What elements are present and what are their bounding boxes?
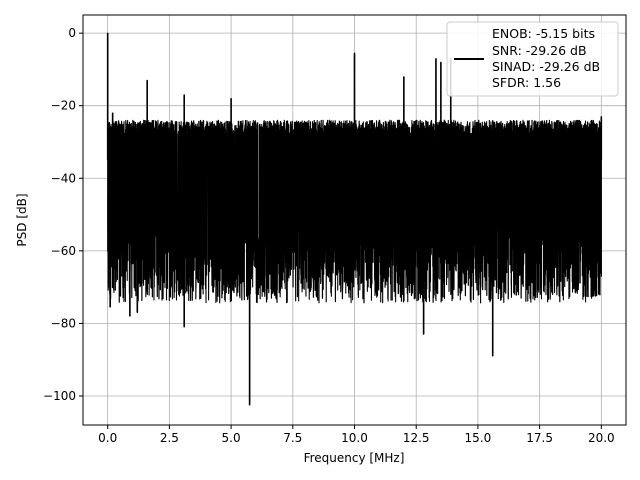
x-tick-label: 12.5 bbox=[403, 431, 430, 445]
x-tick-label: 10.0 bbox=[341, 431, 368, 445]
x-axis-label: Frequency [MHz] bbox=[304, 451, 405, 465]
y-tick-label: −80 bbox=[51, 316, 76, 330]
legend-entry-sfdr: SFDR: 1.56 bbox=[492, 75, 561, 90]
y-axis-label: PSD [dB] bbox=[15, 193, 29, 246]
x-tick-label: 20.0 bbox=[588, 431, 615, 445]
x-tick-label: 5.0 bbox=[222, 431, 241, 445]
psd-line bbox=[107, 32, 602, 406]
legend-box bbox=[446, 21, 619, 97]
y-tick-label: −40 bbox=[51, 171, 76, 185]
legend-entry-sinad: SINAD: -29.26 dB bbox=[492, 59, 600, 74]
x-tick-label: 17.5 bbox=[526, 431, 553, 445]
x-tick-label: 2.5 bbox=[160, 431, 179, 445]
legend-entry-snr: SNR: -29.26 dB bbox=[492, 43, 587, 58]
y-tick-label: −20 bbox=[51, 99, 76, 113]
x-tick-label: 7.5 bbox=[283, 431, 302, 445]
psd-series bbox=[106, 32, 603, 406]
y-tick-label: −60 bbox=[51, 244, 76, 258]
x-tick-label: 0.0 bbox=[98, 431, 117, 445]
y-tick-label: 0 bbox=[68, 26, 76, 40]
x-tick-label: 15.0 bbox=[465, 431, 492, 445]
axis-ticks: 0.0 2.5 5.0 7.5 10.0 12.5 15.0 17.5 20.0 0 −20 −40 −… bbox=[43, 26, 615, 445]
legend: ENOB: -5.15 bits SNR: -29.26 dB SINAD: -… bbox=[446, 21, 619, 97]
legend-entry-enob: ENOB: -5.15 bits bbox=[492, 26, 595, 41]
y-tick-label: −100 bbox=[43, 389, 76, 403]
